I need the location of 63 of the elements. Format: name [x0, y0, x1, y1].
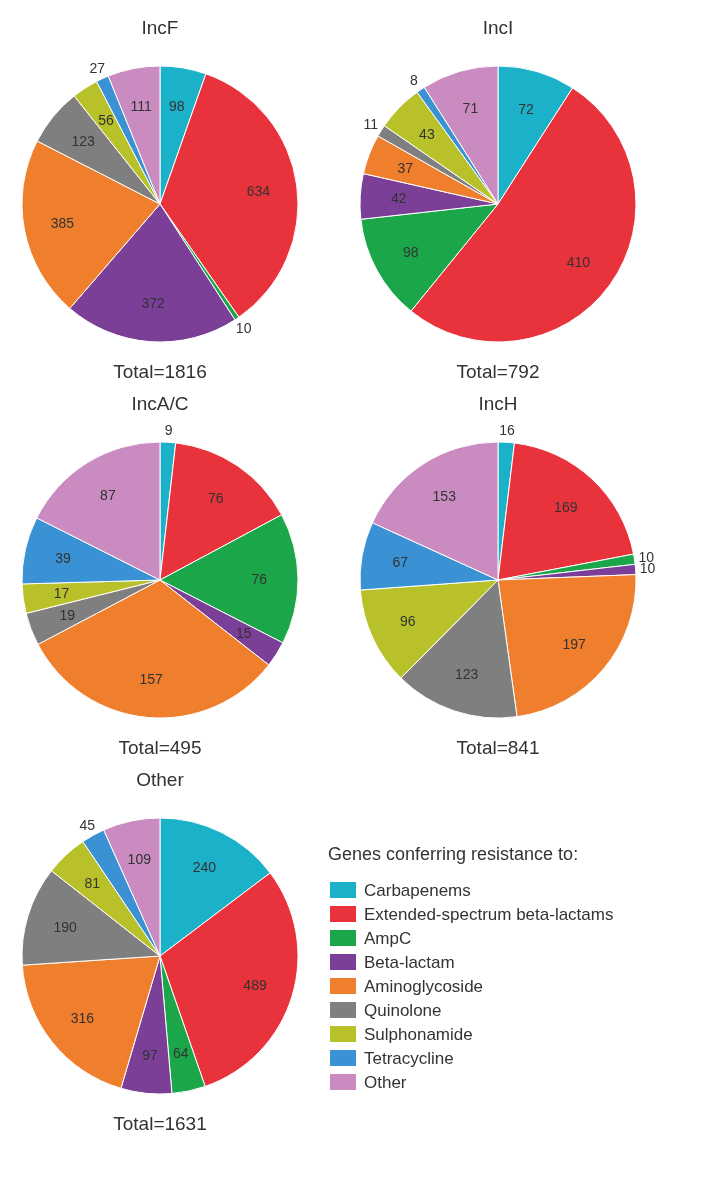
chart-title: IncF [141, 17, 179, 38]
data-label: 410 [566, 254, 591, 271]
data-label: 240 [192, 858, 217, 875]
data-label: 123 [71, 132, 96, 149]
text: Total=1816 [113, 361, 207, 382]
data-label: 197 [562, 635, 587, 652]
legend-label: AmpC [364, 928, 412, 948]
data-label: 11 [363, 116, 379, 133]
data-label: 157 [139, 670, 164, 687]
data-label: 190 [53, 918, 77, 935]
data-label: 71 [462, 100, 479, 117]
data-label: 19 [59, 607, 76, 624]
text: Total=1631 [113, 1113, 207, 1134]
data-label: 98 [403, 243, 419, 260]
text: Total=792 [456, 361, 540, 382]
text: Total=841 [456, 737, 540, 758]
data-label: 15 [235, 625, 252, 642]
legend-label: Beta-lactam [364, 952, 455, 972]
data-label: 97 [142, 1046, 159, 1063]
data-label: 111 [130, 98, 152, 115]
legend-label: Tetracycline [364, 1048, 454, 1068]
data-label: 489 [243, 976, 267, 993]
data-label: 372 [141, 295, 166, 312]
data-label: 316 [70, 1010, 95, 1026]
legend-label: Other [364, 1072, 407, 1092]
data-label: 634 [246, 182, 271, 199]
data-label: 27 [89, 59, 106, 76]
data-label: 9 [164, 422, 173, 439]
data-label: 17 [53, 585, 70, 602]
data-label: 81 [84, 875, 101, 892]
data-label: 123 [454, 666, 479, 683]
legend-label: Sulphonamide [364, 1024, 473, 1044]
chart-title: IncI [482, 17, 514, 38]
chart-title: Other [136, 769, 185, 790]
data-label: 76 [251, 570, 268, 587]
data-label: 72 [518, 100, 534, 117]
legend-title: Genes conferring resistance to: [328, 844, 579, 864]
chart-title: IncA/C [131, 393, 189, 414]
data-label: 64 [172, 1045, 189, 1062]
data-label: 56 [98, 112, 115, 129]
text: Total=495 [118, 737, 202, 758]
data-label: 43 [419, 126, 435, 143]
chart-title: IncH [478, 393, 518, 414]
legend-label: Carbapenems [364, 880, 471, 900]
legend-label: Extended-spectrum beta-lactams [364, 904, 614, 924]
data-label: 39 [55, 550, 72, 567]
data-label: 109 [127, 850, 152, 867]
data-label: 385 [50, 214, 75, 231]
data-label: 16 [499, 422, 515, 439]
data-label: 10 [235, 320, 252, 337]
data-label: 153 [432, 488, 457, 505]
data-label: 37 [397, 160, 414, 177]
data-label: 67 [392, 554, 409, 571]
data-label: 8 [410, 71, 419, 88]
data-label: 96 [399, 613, 416, 630]
data-label: 169 [554, 499, 578, 516]
data-label: 45 [79, 816, 96, 833]
data-label: 87 [100, 487, 116, 504]
data-label: 42 [391, 190, 407, 207]
legend-label: Aminoglycoside [364, 976, 484, 996]
legend-label: Quinolone [364, 1000, 442, 1020]
data-label: 76 [208, 489, 224, 506]
data-label: 98 [168, 97, 185, 114]
